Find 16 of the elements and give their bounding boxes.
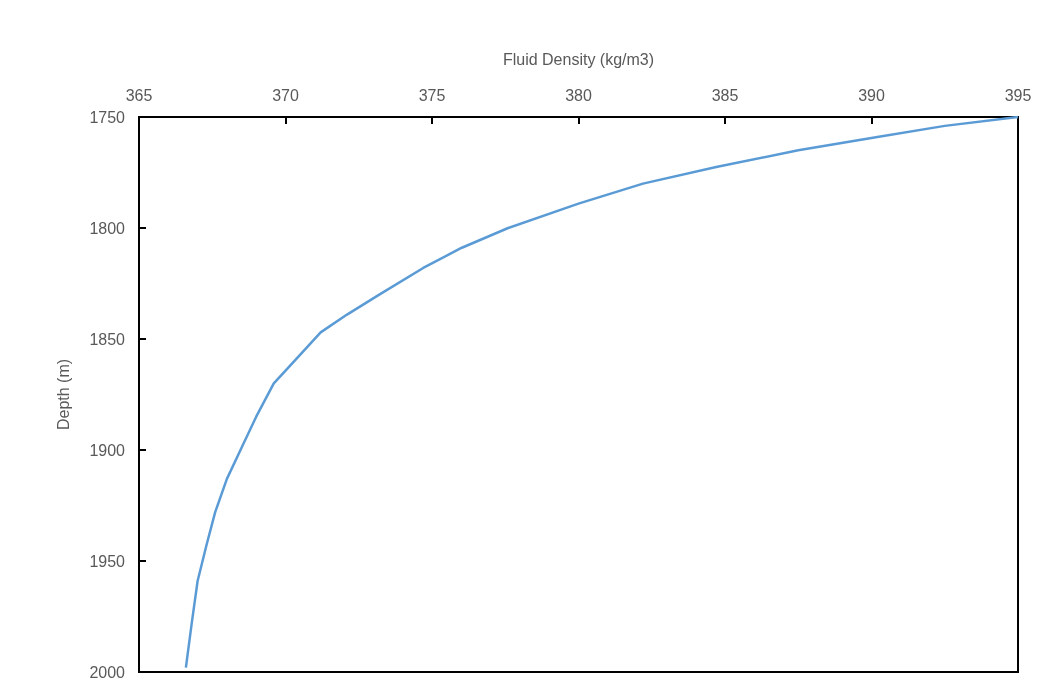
x-tick-label: 390	[858, 86, 885, 104]
y-tick-label: 1750	[89, 108, 126, 126]
x-tick-label: 380	[565, 86, 592, 104]
x-tick-label: 385	[711, 86, 739, 104]
line-series	[184, 115, 1020, 669]
y-tick-label: 1950	[89, 552, 126, 570]
y-tick-label: 2000	[89, 663, 126, 681]
y-tick-label: 1800	[89, 219, 126, 237]
x-tick-label: 395	[1004, 86, 1032, 104]
x-tick-label: 370	[272, 86, 299, 104]
y-tick-label: 1900	[89, 441, 126, 459]
x-tick-label: 365	[125, 86, 153, 104]
x-tick-label: 375	[418, 86, 446, 104]
y-tick-label: 1850	[89, 330, 126, 348]
y-axis-title: Depth (m)	[54, 358, 72, 431]
x-axis-title: Fluid Density (kg/m3)	[502, 50, 655, 68]
